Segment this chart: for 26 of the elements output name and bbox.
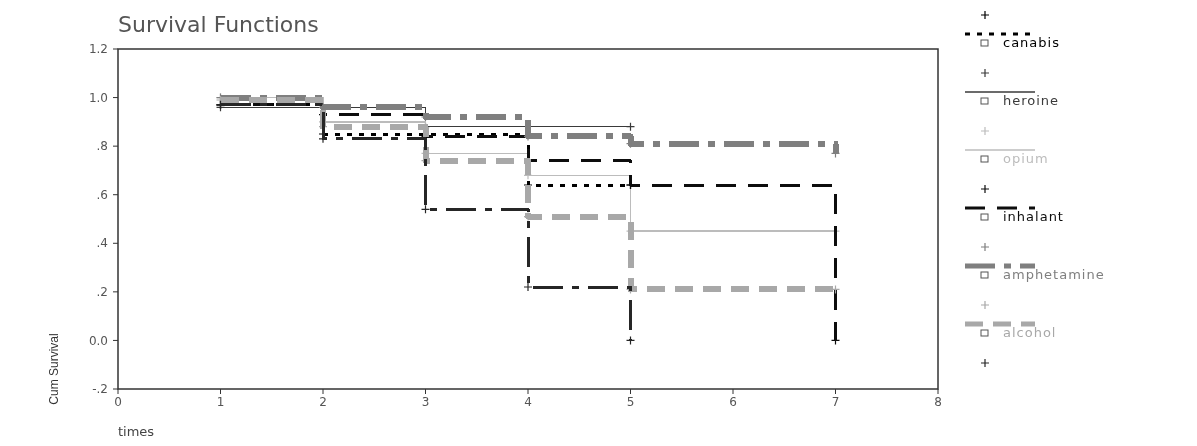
y-tick-label: .6 — [96, 187, 108, 202]
x-tick-label: 8 — [934, 395, 942, 409]
y-tick-label: -.2 — [92, 382, 108, 397]
x-tick-label: 5 — [626, 395, 635, 409]
y-tick-label: .2 — [96, 285, 108, 300]
y-tick-label: 1.0 — [88, 90, 108, 105]
text: heroine — [1003, 93, 1060, 108]
text: opium — [1003, 151, 1049, 166]
chart-title: Survival Functions — [118, 12, 319, 37]
x-tick-label: 7 — [831, 395, 840, 409]
text: amphetamine — [1003, 267, 1105, 282]
y-tick-label: 1.2 — [88, 42, 108, 57]
x-tick-label: 4 — [524, 395, 532, 409]
x-tick-label: 3 — [421, 395, 430, 409]
x-tick-label: 0 — [114, 395, 122, 409]
x-tick-label: 1 — [216, 395, 225, 409]
text: inhalant — [1003, 209, 1064, 224]
y-tick-label: 0.0 — [88, 333, 108, 348]
y-tick-label: .4 — [96, 236, 108, 251]
x-axis-title: times — [118, 424, 155, 439]
y-axis-title: Cum Survival — [47, 333, 61, 405]
x-tick-label: 2 — [319, 395, 327, 409]
text: alcohol — [1003, 325, 1057, 340]
x-tick-label: 6 — [729, 395, 737, 409]
y-tick-label: .8 — [96, 139, 108, 154]
text: canabis — [1003, 35, 1060, 50]
